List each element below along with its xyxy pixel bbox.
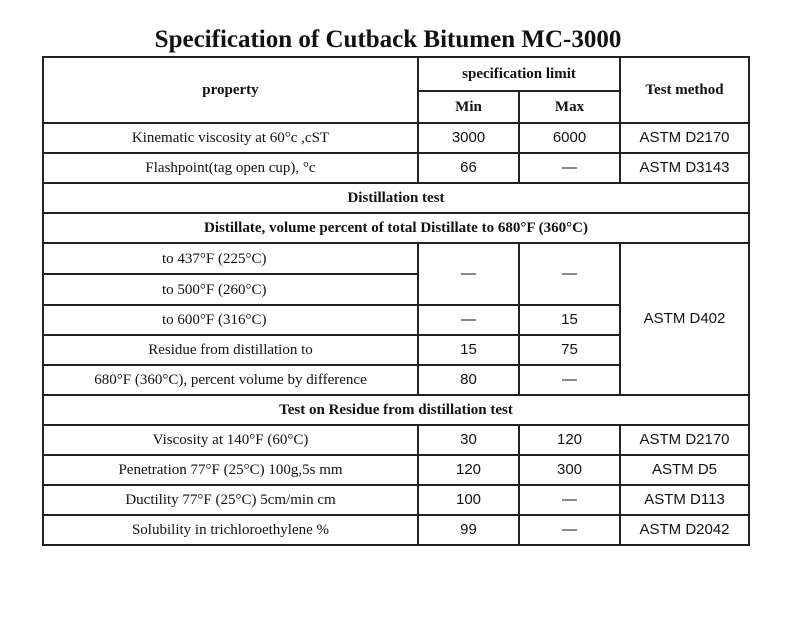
max-header: Max [517, 90, 622, 124]
table-row: 680°F (360°C), percent volume by differe… [42, 364, 749, 396]
max-cell: 120 [517, 424, 622, 456]
section-row: Distillation test [41, 182, 751, 214]
spec-limit-header: specification limit [416, 56, 622, 92]
table-row: to 437°F (225°C) — — ASTM D402 [42, 242, 751, 396]
table-row: to 500°F (260°C) [42, 273, 749, 306]
min-cell: 15 [417, 334, 520, 366]
property-cell: Solubility in trichloroethylene % [42, 514, 419, 546]
property-cell: to 500°F (260°C) [42, 273, 419, 306]
min-cell: — [417, 242, 520, 306]
min-cell: 99 [417, 514, 520, 546]
property-cell: Residue from distillation to [42, 334, 419, 366]
max-cell: 15 [517, 304, 622, 336]
min-cell: 100 [417, 484, 520, 516]
property-cell: Penetration 77°F (25°C) 100g,5s mm [42, 454, 419, 486]
section-row: Test on Residue from distillation test [41, 394, 751, 426]
table-row: Residue from distillation to 15 75 [42, 334, 749, 366]
table-row: Solubility in trichloroethylene % 99 — A… [42, 514, 751, 546]
method-cell: ASTM D2170 [619, 122, 751, 154]
method-cell: ASTM D402 [619, 242, 751, 396]
min-cell: — [417, 304, 520, 336]
property-cell: Flashpoint(tag open cup), °c [42, 152, 419, 184]
method-cell: ASTM D2170 [619, 424, 751, 456]
table-row: Viscosity at 140°F (60°C) 30 120 ASTM D2… [42, 424, 751, 456]
max-cell: — [517, 152, 622, 184]
distillation-section-title: Distillation test [41, 182, 751, 214]
table-row: Kinematic viscosity at 60°c ,cST 3000 60… [42, 122, 751, 154]
max-cell: 300 [517, 454, 622, 486]
min-cell: 80 [417, 364, 520, 396]
method-cell: ASTM D113 [619, 484, 751, 516]
residue-section-title: Test on Residue from distillation test [41, 394, 751, 426]
property-cell: Viscosity at 140°F (60°C) [42, 424, 419, 456]
test-method-header: Test method [619, 56, 751, 124]
min-cell: 66 [417, 152, 520, 184]
min-cell: 30 [417, 424, 520, 456]
max-cell: 6000 [517, 122, 622, 154]
table-row: Penetration 77°F (25°C) 100g,5s mm 120 3… [42, 454, 751, 486]
section-row: Distillate, volume percent of total Dist… [41, 212, 751, 244]
specification-table: property specification limit Test method… [41, 56, 751, 546]
min-cell: 3000 [417, 122, 520, 154]
method-cell: ASTM D5 [619, 454, 751, 486]
table-row: to 600°F (316°C) — 15 [42, 304, 749, 336]
property-cell: Ductility 77°F (25°C) 5cm/min cm [42, 484, 419, 516]
method-cell: ASTM D3143 [619, 152, 751, 184]
max-cell: — [517, 364, 622, 396]
property-header: property [42, 56, 419, 124]
property-cell: to 600°F (316°C) [42, 304, 419, 336]
min-cell: 120 [417, 454, 520, 486]
property-cell: 680°F (360°C), percent volume by differe… [42, 364, 419, 396]
table-row: Flashpoint(tag open cup), °c 66 — ASTM D… [42, 152, 751, 184]
distillate-section-title: Distillate, volume percent of total Dist… [41, 212, 751, 244]
property-cell: to 437°F (225°C) [42, 242, 419, 275]
page-title: Specification of Cutback Bitumen MC-3000 [154, 26, 622, 53]
min-header: Min [417, 90, 520, 124]
max-cell: — [517, 242, 622, 306]
max-cell: 75 [517, 334, 622, 366]
max-cell: — [517, 484, 622, 516]
property-cell: Kinematic viscosity at 60°c ,cST [42, 122, 419, 154]
method-cell: ASTM D2042 [619, 514, 751, 546]
max-cell: — [517, 514, 622, 546]
table-row: Ductility 77°F (25°C) 5cm/min cm 100 — A… [42, 484, 751, 516]
